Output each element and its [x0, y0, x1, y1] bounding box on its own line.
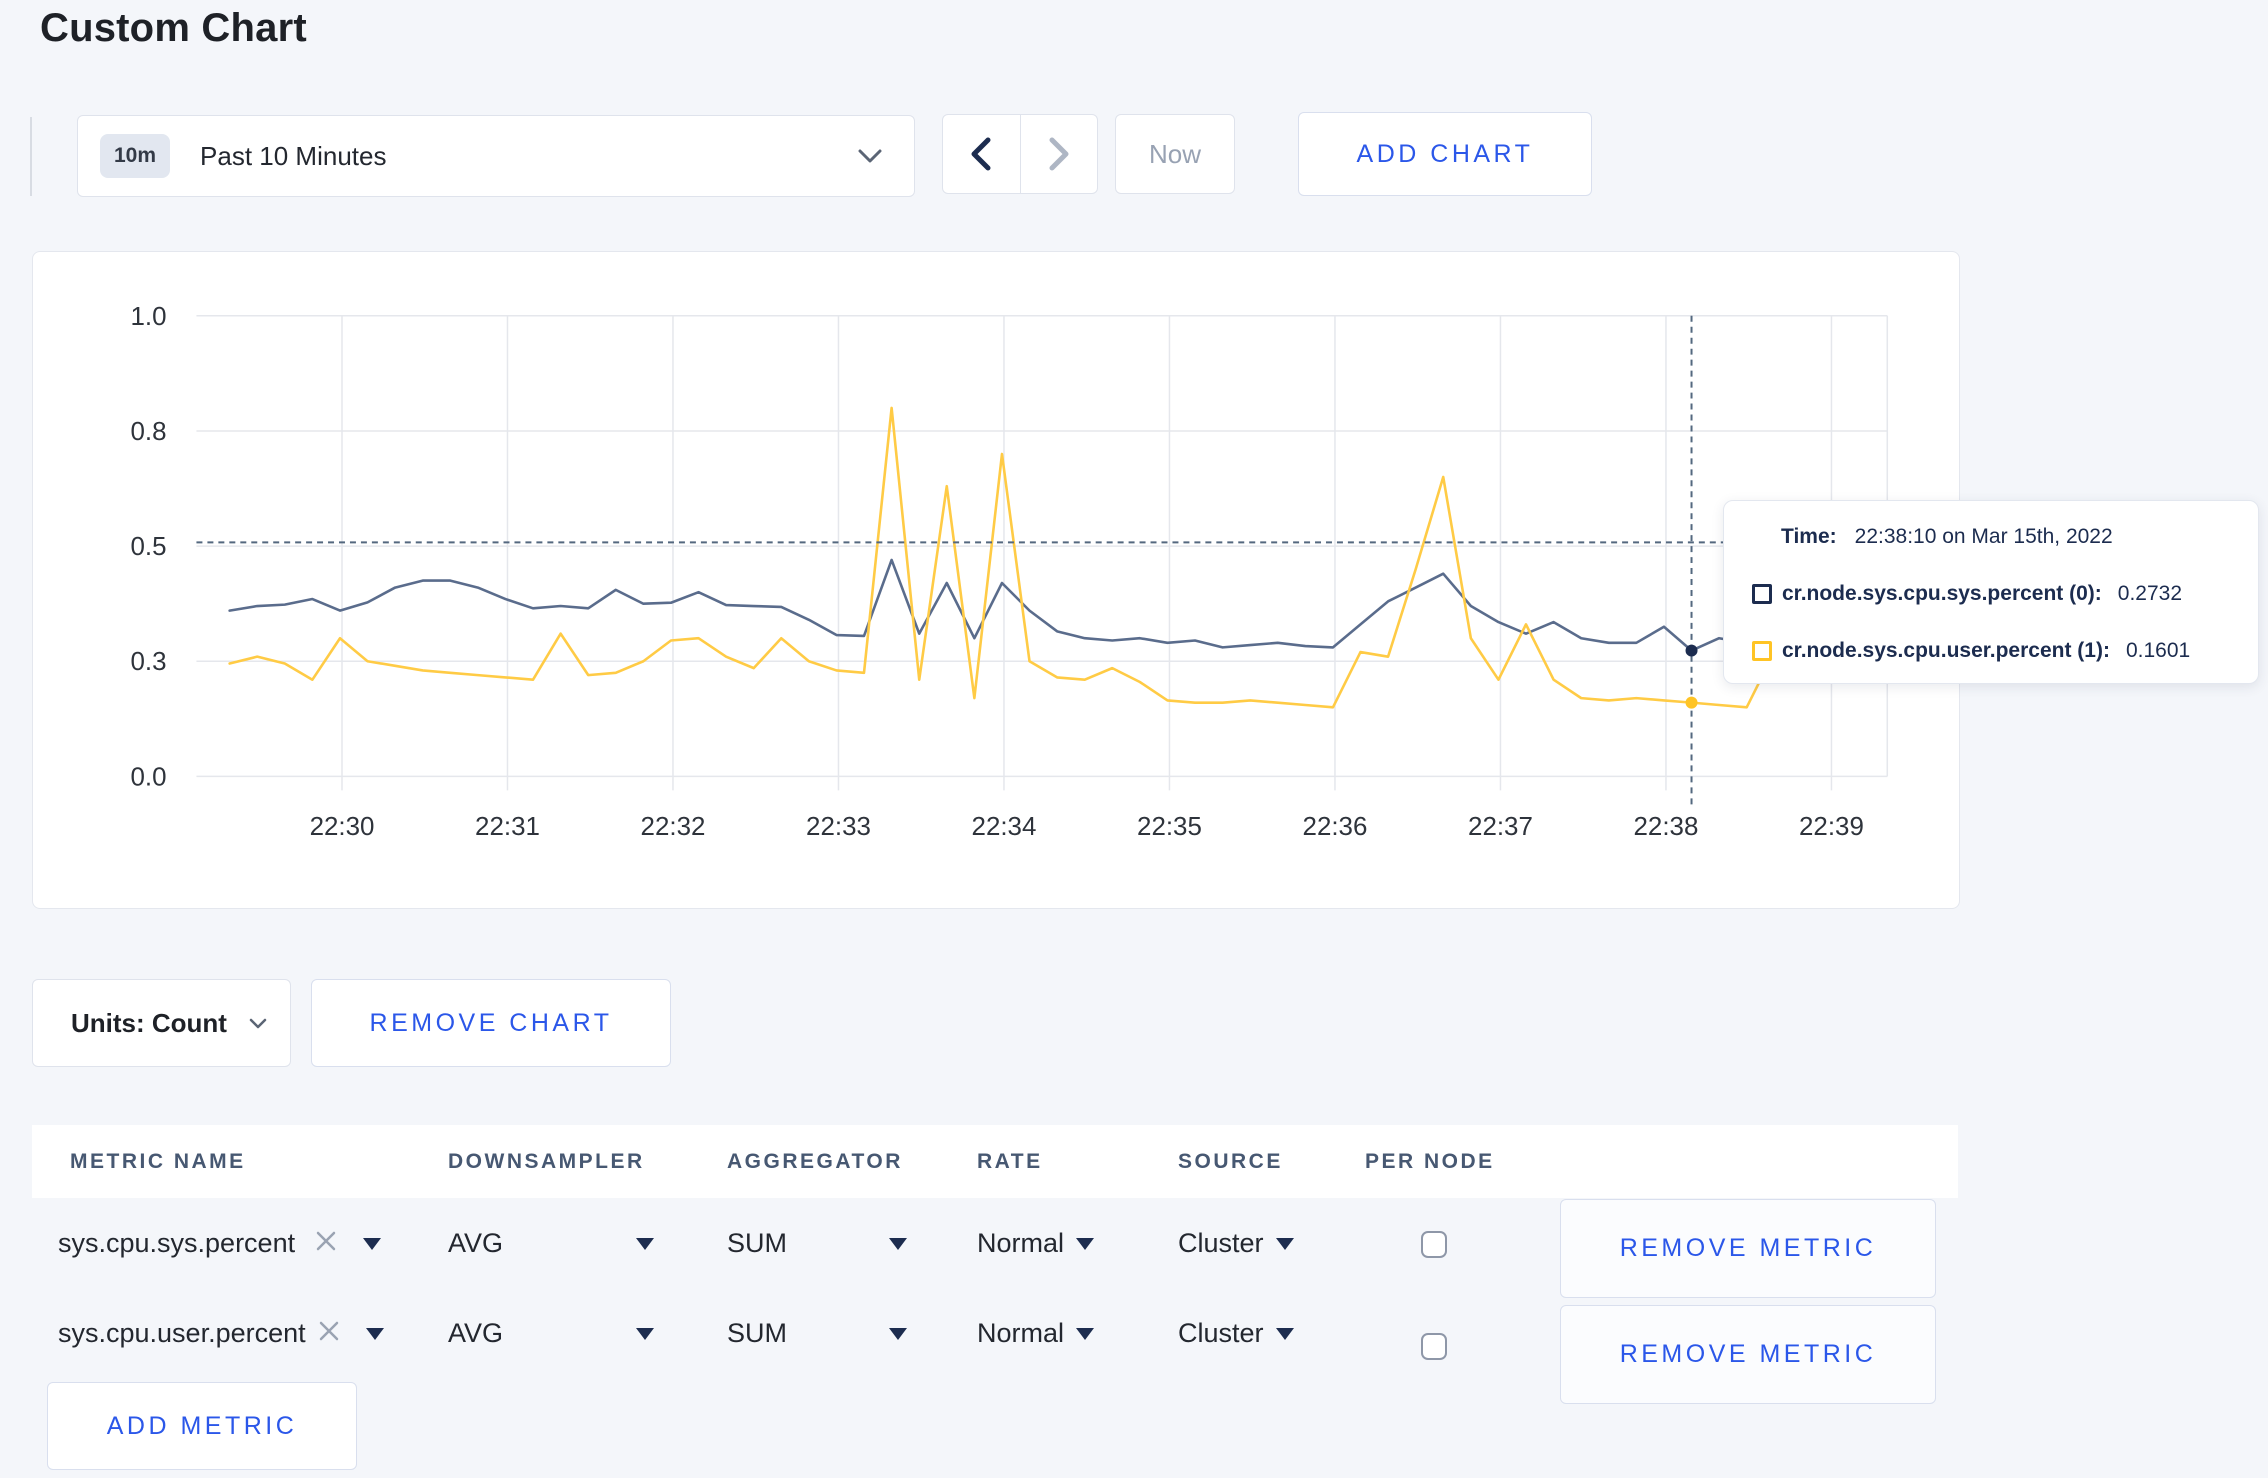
- tooltip-time-label: Time:: [1781, 525, 1837, 548]
- tooltip-series-value: 0.1601: [2125, 639, 2191, 662]
- header-metric-name: METRIC NAME: [70, 1149, 246, 1173]
- prev-window-button[interactable]: [943, 115, 1021, 193]
- caret-down-icon: [1275, 1237, 1294, 1250]
- downsampler-value: AVG: [448, 1318, 504, 1348]
- tooltip-series-label: cr.node.sys.cpu.user.percent (1):: [1782, 639, 2110, 662]
- svg-text:1.0: 1.0: [131, 303, 167, 331]
- aggregator-value: SUM: [727, 1318, 787, 1348]
- user-series-swatch-icon: [1752, 641, 1772, 661]
- caret-down-icon[interactable]: [365, 1327, 384, 1340]
- svg-text:22:30: 22:30: [310, 813, 375, 841]
- rate-value: Normal: [977, 1318, 1065, 1348]
- time-range-badge: 10m: [100, 134, 171, 178]
- caret-down-icon: [1275, 1327, 1294, 1340]
- source-dropdown[interactable]: Cluster: [1178, 1318, 1294, 1349]
- caret-down-icon: [1076, 1237, 1095, 1250]
- add-chart-button[interactable]: ADD CHART: [1298, 112, 1592, 196]
- svg-text:22:31: 22:31: [475, 813, 540, 841]
- table-row: sys.cpu.user.percent AVG SUM Normal Clus…: [0, 1303, 2268, 1408]
- time-range-label: Past 10 Minutes: [200, 140, 387, 171]
- chevron-right-icon: [1048, 137, 1070, 171]
- caret-down-icon: [889, 1237, 907, 1250]
- svg-text:22:34: 22:34: [972, 813, 1037, 841]
- source-value: Cluster: [1178, 1228, 1264, 1258]
- sys-series-swatch-icon: [1752, 584, 1772, 604]
- header-aggregator: AGGREGATOR: [727, 1149, 903, 1173]
- chart-card[interactable]: 1.0 0.8 0.5 0.3 0.0 22:30 22:31 22:32 22:33 22:34…: [32, 251, 1960, 909]
- metric-name-dropdown[interactable]: sys.cpu.user.percent: [58, 1318, 384, 1349]
- remove-metric-button[interactable]: REMOVE METRIC: [1560, 1199, 1936, 1298]
- table-row: sys.cpu.sys.percent AVG SUM Normal Clust…: [0, 1198, 2268, 1303]
- chevron-down-icon: [858, 149, 882, 163]
- chart-tooltip: Time: 22:38:10 on Mar 15th, 2022 cr.node…: [1723, 500, 2259, 684]
- metrics-table-header: METRIC NAME DOWNSAMPLER AGGREGATOR RATE …: [32, 1125, 1958, 1198]
- page-title: Custom Chart: [40, 6, 307, 50]
- metric-name-value: sys.cpu.sys.percent: [58, 1228, 296, 1258]
- svg-text:22:38: 22:38: [1634, 813, 1699, 841]
- remove-chart-button[interactable]: REMOVE CHART: [311, 979, 671, 1067]
- chevron-left-icon: [970, 137, 992, 171]
- units-label: Units: Count: [71, 1007, 227, 1038]
- chevron-down-icon: [249, 1018, 267, 1029]
- per-node-checkbox[interactable]: [1421, 1231, 1447, 1258]
- svg-text:0.3: 0.3: [131, 648, 167, 676]
- close-icon[interactable]: [315, 1228, 337, 1259]
- chart-svg: 1.0 0.8 0.5 0.3 0.0 22:30 22:31 22:32 22:33 22:34…: [131, 303, 1889, 841]
- svg-text:22:35: 22:35: [1137, 813, 1202, 841]
- svg-text:0.5: 0.5: [131, 533, 167, 561]
- now-button[interactable]: Now: [1115, 114, 1235, 194]
- aggregator-value: SUM: [727, 1228, 787, 1258]
- source-value: Cluster: [1178, 1318, 1264, 1348]
- svg-text:22:39: 22:39: [1799, 813, 1864, 841]
- header-rate: RATE: [977, 1149, 1043, 1173]
- caret-down-icon: [1076, 1327, 1095, 1340]
- metric-name-dropdown[interactable]: sys.cpu.sys.percent: [58, 1228, 382, 1259]
- downsampler-dropdown[interactable]: AVG: [448, 1318, 654, 1349]
- units-dropdown[interactable]: Units: Count: [32, 979, 291, 1067]
- header-downsampler: DOWNSAMPLER: [448, 1149, 645, 1173]
- header-source: SOURCE: [1178, 1149, 1283, 1173]
- svg-text:0.0: 0.0: [131, 763, 167, 791]
- caret-down-icon: [889, 1327, 907, 1340]
- tooltip-time-row: Time: 22:38:10 on Mar 15th, 2022: [1752, 525, 2234, 549]
- metric-name-value: sys.cpu.user.percent: [58, 1318, 306, 1348]
- svg-text:22:33: 22:33: [806, 813, 871, 841]
- source-dropdown[interactable]: Cluster: [1178, 1228, 1294, 1259]
- close-icon[interactable]: [318, 1318, 340, 1349]
- caret-down-icon: [636, 1237, 654, 1250]
- tooltip-series-label: cr.node.sys.cpu.sys.percent (0):: [1782, 582, 2102, 605]
- per-node-checkbox[interactable]: [1421, 1333, 1447, 1360]
- svg-text:22:36: 22:36: [1303, 813, 1368, 841]
- rate-dropdown[interactable]: Normal: [977, 1228, 1095, 1259]
- caret-down-icon[interactable]: [363, 1237, 382, 1250]
- next-window-button[interactable]: [1021, 115, 1098, 193]
- svg-text:22:37: 22:37: [1468, 813, 1533, 841]
- time-window-stepper: [942, 114, 1098, 194]
- downsampler-dropdown[interactable]: AVG: [448, 1228, 654, 1259]
- tooltip-series-row: cr.node.sys.cpu.sys.percent (0): 0.2732: [1752, 582, 2234, 606]
- tooltip-time-value: 22:38:10 on Mar 15th, 2022: [1854, 525, 2113, 548]
- caret-down-icon: [636, 1327, 654, 1340]
- rate-dropdown[interactable]: Normal: [977, 1318, 1095, 1349]
- aggregator-dropdown[interactable]: SUM: [727, 1228, 907, 1259]
- downsampler-value: AVG: [448, 1228, 504, 1258]
- svg-text:22:32: 22:32: [641, 813, 706, 841]
- add-metric-button[interactable]: ADD METRIC: [47, 1382, 357, 1470]
- rate-value: Normal: [977, 1228, 1065, 1258]
- remove-metric-button[interactable]: REMOVE METRIC: [1560, 1305, 1936, 1404]
- header-per-node: PER NODE: [1365, 1149, 1495, 1173]
- tooltip-series-value: 0.2732: [2117, 582, 2183, 605]
- tooltip-series-row: cr.node.sys.cpu.user.percent (1): 0.1601: [1752, 639, 2234, 663]
- toolbar-divider: [30, 117, 32, 196]
- time-range-dropdown[interactable]: 10m Past 10 Minutes: [77, 115, 915, 197]
- aggregator-dropdown[interactable]: SUM: [727, 1318, 907, 1349]
- svg-text:0.8: 0.8: [131, 418, 167, 446]
